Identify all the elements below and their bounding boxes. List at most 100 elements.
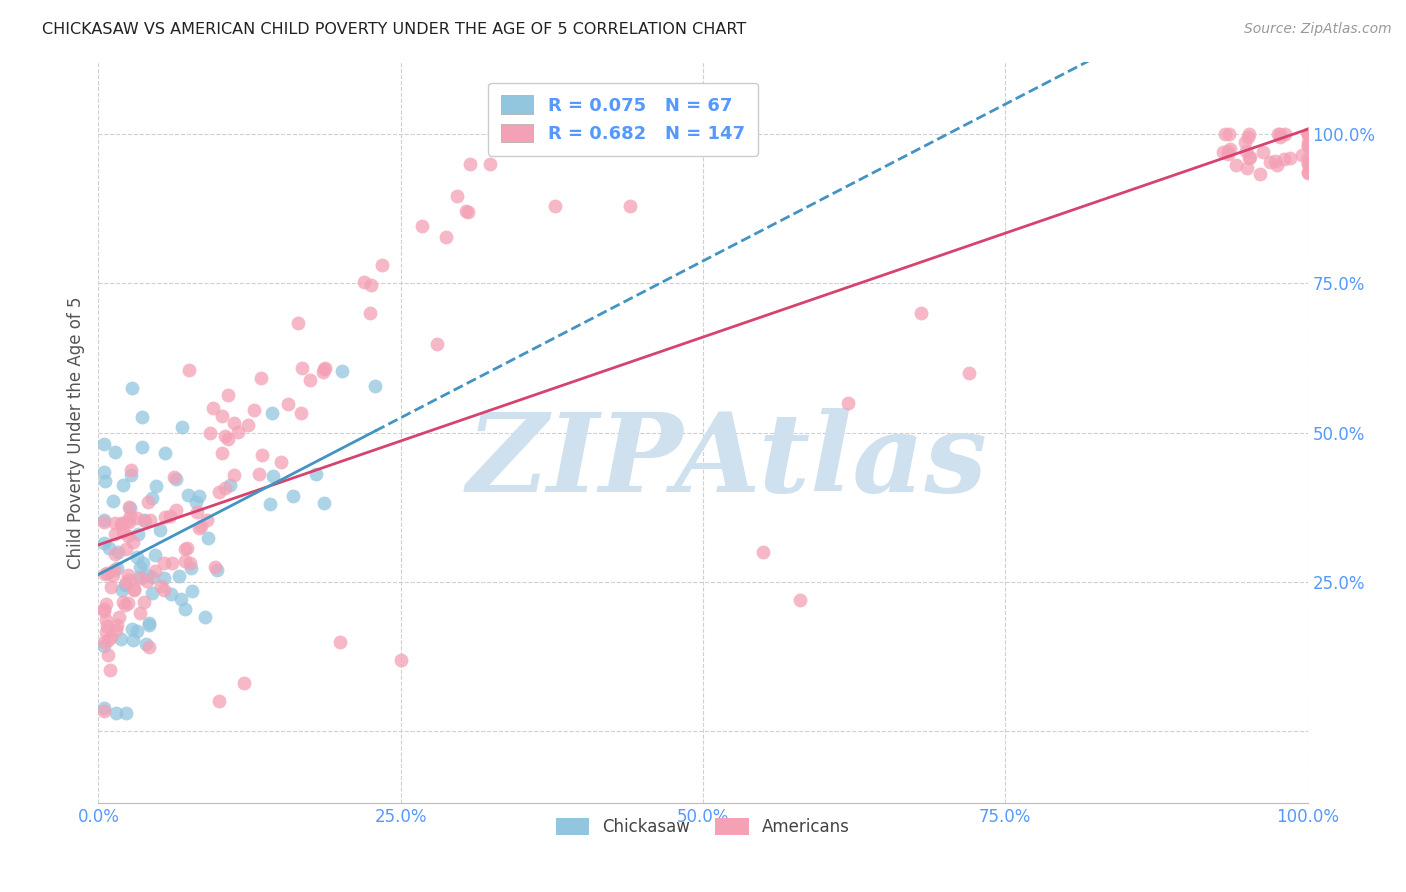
Point: [311, 365, 333, 379]
Point: [205, 562, 228, 576]
Point: [330, 364, 353, 378]
Point: [121, 468, 143, 483]
Point: [145, 479, 167, 493]
Point: [173, 554, 195, 568]
Point: [222, 468, 245, 483]
Point: [117, 596, 139, 610]
Point: [118, 500, 141, 515]
Point: [135, 574, 157, 588]
Point: [217, 388, 239, 402]
Text: ZIPAtlas: ZIPAtlas: [467, 409, 987, 516]
Point: [1274, 127, 1296, 141]
Point: [957, 366, 980, 380]
Point: [93, 466, 115, 480]
Point: [93, 635, 115, 649]
Point: [122, 632, 145, 647]
Point: [249, 467, 271, 481]
Point: [1216, 146, 1239, 161]
Y-axis label: Child Poverty Under the Age of 5: Child Poverty Under the Age of 5: [66, 296, 84, 569]
Point: [211, 409, 233, 423]
Point: [136, 495, 159, 509]
Point: [194, 609, 217, 624]
Point: [131, 410, 153, 425]
Point: [93, 701, 115, 715]
Point: [120, 508, 142, 523]
Point: [195, 513, 218, 527]
Point: [329, 634, 352, 648]
Point: [219, 477, 242, 491]
Point: [364, 379, 387, 393]
Point: [201, 401, 224, 416]
Point: [1239, 149, 1261, 163]
Point: [188, 520, 211, 534]
Point: [165, 472, 187, 486]
Point: [101, 494, 124, 508]
Point: [94, 613, 117, 627]
Point: [108, 610, 131, 624]
Point: [141, 569, 163, 583]
Point: [118, 500, 141, 514]
Point: [177, 488, 200, 502]
Point: [143, 564, 166, 578]
Point: [1296, 138, 1319, 153]
Point: [197, 531, 219, 545]
Point: [190, 519, 212, 533]
Point: [1237, 129, 1260, 144]
Point: [1296, 157, 1319, 171]
Point: [141, 491, 163, 505]
Point: [460, 157, 482, 171]
Point: [179, 557, 201, 571]
Point: [94, 474, 117, 488]
Point: [121, 534, 143, 549]
Point: [117, 529, 139, 543]
Point: [1296, 127, 1319, 141]
Point: [112, 478, 135, 492]
Point: [211, 446, 233, 460]
Point: [97, 633, 120, 648]
Point: [910, 306, 932, 320]
Point: [371, 258, 394, 272]
Point: [170, 592, 193, 607]
Point: [97, 648, 120, 662]
Point: [1219, 142, 1241, 156]
Point: [619, 199, 641, 213]
Point: [291, 360, 314, 375]
Point: [1296, 156, 1319, 170]
Point: [544, 199, 567, 213]
Point: [141, 585, 163, 599]
Point: [411, 219, 433, 233]
Point: [208, 694, 231, 708]
Point: [153, 582, 176, 597]
Point: [270, 455, 292, 469]
Point: [232, 676, 254, 690]
Point: [359, 306, 381, 320]
Point: [217, 432, 239, 446]
Point: [1237, 128, 1260, 142]
Point: [1216, 144, 1239, 158]
Point: [114, 706, 136, 721]
Point: [250, 448, 273, 462]
Point: [112, 595, 135, 609]
Point: [100, 630, 122, 644]
Point: [104, 547, 127, 561]
Point: [93, 639, 115, 653]
Point: [1258, 154, 1281, 169]
Point: [478, 157, 501, 171]
Point: [389, 652, 412, 666]
Point: [1234, 144, 1257, 158]
Point: [290, 406, 312, 420]
Point: [1296, 135, 1319, 149]
Point: [96, 619, 118, 633]
Point: [1239, 151, 1261, 165]
Point: [111, 516, 134, 530]
Point: [117, 567, 139, 582]
Point: [103, 567, 125, 582]
Point: [305, 467, 328, 481]
Point: [1274, 152, 1296, 166]
Point: [299, 373, 322, 387]
Point: [186, 505, 208, 519]
Point: [93, 604, 115, 618]
Point: [98, 663, 121, 677]
Point: [1265, 157, 1288, 171]
Point: [186, 495, 208, 509]
